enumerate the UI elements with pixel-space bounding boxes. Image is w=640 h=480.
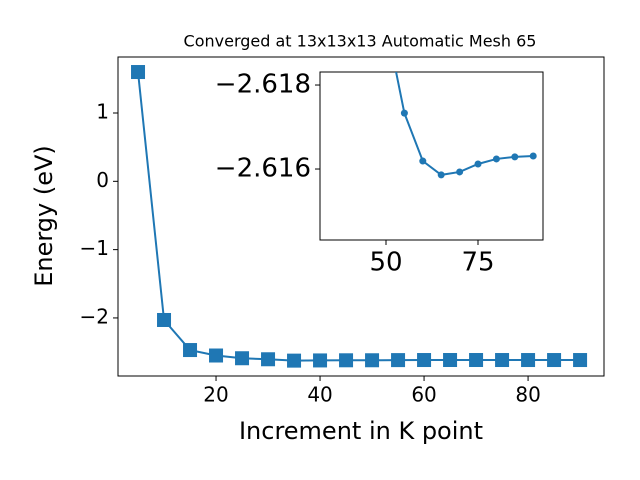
y-tick-label: −2.618 [215,70,311,100]
marker [469,353,484,368]
chart-title: Converged at 13x13x13 Automatic Mesh 65 [184,32,537,51]
marker [313,353,328,368]
marker [492,155,500,163]
marker [400,109,408,117]
x-tick-label: 60 [411,383,436,407]
y-tick-label: −2 [80,304,109,328]
marker [529,152,537,160]
marker [157,312,172,327]
marker [495,353,510,368]
marker [521,353,536,368]
y-tick-label: −2.616 [215,154,311,184]
marker [209,348,224,363]
marker [456,168,464,176]
x-tick-label: 75 [461,248,494,278]
marker [443,353,458,368]
marker [391,353,406,368]
marker [474,160,482,168]
y-tick-label: −1 [80,236,109,260]
x-tick-label: 80 [515,383,540,407]
marker [261,352,276,367]
marker [417,353,432,368]
marker [287,353,302,368]
marker [419,157,427,165]
x-tick-label: 20 [203,383,228,407]
plot-frame [319,71,544,241]
marker [339,353,354,368]
marker [131,65,146,80]
marker [235,351,250,366]
marker [382,19,389,26]
y-tick-label: 0 [96,168,109,192]
marker [437,171,445,179]
marker [573,353,588,368]
x-tick-label: 50 [369,248,402,278]
x-axis-label: Increment in K point [239,417,483,445]
marker [547,353,562,368]
marker [183,343,198,358]
x-tick-label: 40 [307,383,332,407]
marker [365,353,380,368]
marker [511,153,519,161]
y-tick-label: 1 [96,100,109,124]
y-axis-label: Energy (eV) [30,145,58,287]
